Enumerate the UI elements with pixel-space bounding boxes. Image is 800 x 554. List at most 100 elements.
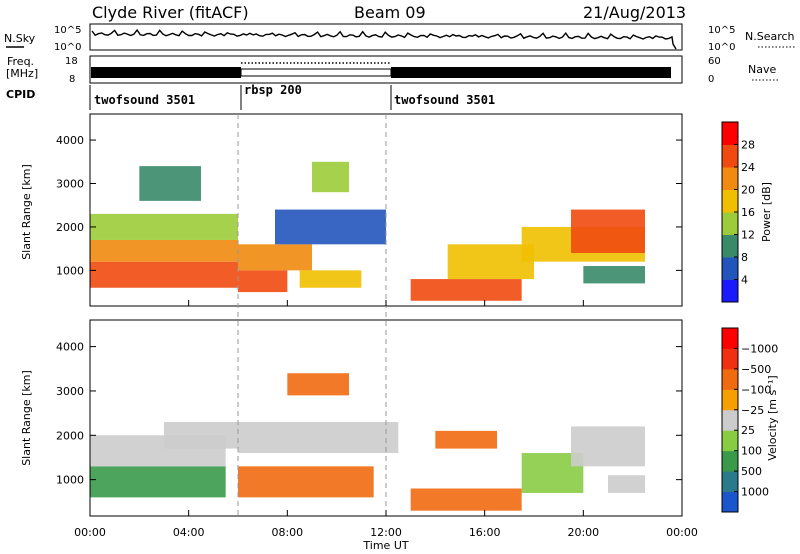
colorbar-swatch <box>722 122 738 145</box>
range-tick-label: 3000 <box>56 385 84 398</box>
freq-band-a <box>91 67 241 78</box>
scatter-band <box>238 270 288 293</box>
scatter-band <box>571 426 645 467</box>
colorbar-swatch <box>722 430 738 452</box>
colorbar-tick-label: 16 <box>741 206 755 219</box>
scatter-band <box>90 239 238 262</box>
colorbar-swatch <box>722 450 738 472</box>
scatter-band <box>447 244 534 280</box>
time-axis-label: Time UT <box>362 539 408 552</box>
noise-right-tick-top: 10^5 <box>708 25 735 36</box>
colorbar-tick-label: 28 <box>741 139 755 152</box>
noise-right-tick-bottom: 10^0 <box>708 42 735 53</box>
cpid-label: CPID <box>6 88 35 101</box>
colorbar-swatch <box>722 348 738 370</box>
time-tick-label: 16:00 <box>469 526 501 539</box>
colorbar-tick-label: 1000 <box>741 486 769 499</box>
freq-tick-bottom: 8 <box>69 74 75 85</box>
time-tick-label: 00:00 <box>666 526 698 539</box>
noise-left-tick-bottom: 10^0 <box>54 42 81 53</box>
range-tick-label: 3000 <box>56 178 84 191</box>
colorbar-tick-label: −1000 <box>741 342 778 355</box>
scatter-band <box>164 421 238 449</box>
range-tick-label: 2000 <box>56 221 84 234</box>
power-ylabel: Slant Range [km] <box>20 164 33 260</box>
colorbar-swatch <box>722 471 738 493</box>
noise-right-label: N.Search <box>745 30 795 43</box>
beam-title: Beam 09 <box>354 3 426 22</box>
freq-label-line2: [MHz] <box>6 67 38 80</box>
colorbar-tick-label: 20 <box>741 184 755 197</box>
scatter-band <box>90 261 238 288</box>
colorbar-tick-label: 24 <box>741 161 755 174</box>
colorbar-tick-label: 12 <box>741 229 755 242</box>
range-tick-label: 2000 <box>56 429 84 442</box>
colorbar-swatch <box>722 491 738 513</box>
noise-panel: N.Sky 10^5 10^0 10^5 10^0 N.Search <box>4 23 796 53</box>
date-title: 21/Aug/2013 <box>583 3 686 22</box>
colorbar-swatch <box>722 212 738 235</box>
time-tick-label: 04:00 <box>173 526 205 539</box>
noise-left-label: N.Sky <box>4 32 36 45</box>
nave-tick-top: 60 <box>708 56 721 67</box>
time-tick-label: 20:00 <box>567 526 599 539</box>
range-tick-label: 1000 <box>56 474 84 487</box>
colorbar-swatch <box>722 328 738 349</box>
colorbar-tick-label: 25 <box>741 424 755 437</box>
time-tick-label: 08:00 <box>271 526 303 539</box>
cpid-segment-3: twofsound 3501 <box>394 93 495 107</box>
colorbar-frame <box>721 327 739 513</box>
colorbar-swatch <box>722 409 738 431</box>
power-colorbar-label: Power [dB] <box>760 182 773 242</box>
range-tick-label: 1000 <box>56 264 84 277</box>
freq-label-line1: Freq. <box>7 55 34 68</box>
colorbar-tick-label: 4 <box>741 274 748 287</box>
scatter-band <box>608 475 645 493</box>
power-panel: 1000 2000 3000 4000 Slant Range [km] 4 8 12 16… <box>20 113 773 307</box>
colorbar-swatch <box>722 279 738 303</box>
velocity-colorbar-label: Velocity [m s⁻¹] <box>766 375 779 460</box>
colorbar-swatch <box>722 167 738 190</box>
nave-label: Nave <box>748 63 776 76</box>
colorbar-swatch <box>722 257 738 280</box>
scatter-band <box>299 270 362 288</box>
nave-tick-bottom: 0 <box>708 74 714 85</box>
noise-sky-trace <box>91 28 677 50</box>
cpid-segment-2: rbsp 200 <box>244 83 302 97</box>
colorbar-swatch <box>722 144 738 168</box>
scatter-band <box>90 466 226 498</box>
station-title: Clyde River (fitACF) <box>92 3 249 22</box>
scatter-band <box>90 213 238 240</box>
scatter-band <box>238 421 399 454</box>
colorbar-swatch <box>722 368 738 390</box>
scatter-band <box>275 209 386 245</box>
scatter-band <box>410 279 522 301</box>
cpid-segment-1: twofsound 3501 <box>94 93 195 107</box>
range-tick-label: 4000 <box>56 134 84 147</box>
scatter-band <box>435 430 497 449</box>
scatter-band <box>571 209 645 254</box>
freq-band-b <box>240 68 392 77</box>
scatter-band <box>312 161 349 193</box>
scatter-band <box>139 166 201 201</box>
frequency-panel: Freq. [MHz] 18 8 60 0 Nave <box>6 55 778 85</box>
colorbar-tick-label: −25 <box>741 404 764 417</box>
colorbar-swatch <box>722 234 738 258</box>
scatter-band <box>238 244 312 271</box>
scatter-band <box>583 266 645 284</box>
noise-left-tick-top: 10^5 <box>54 25 81 36</box>
colorbar-tick-label: 500 <box>741 465 762 478</box>
colorbar-tick-label: −500 <box>741 363 771 376</box>
colorbar-tick-label: 100 <box>741 445 762 458</box>
scatter-band <box>410 488 522 511</box>
colorbar-swatch <box>722 389 738 411</box>
colorbar-tick-label: 8 <box>741 251 748 264</box>
velocity-ylabel: Slant Range [km] <box>20 370 33 466</box>
scatter-band <box>287 373 349 396</box>
colorbar-swatch <box>722 189 738 213</box>
scatter-band <box>238 466 374 498</box>
velocity-panel: 1000 2000 3000 4000 Slant Range [km] 1000 50… <box>20 319 779 517</box>
freq-band-c <box>391 67 671 78</box>
colorbar-tick-label: −100 <box>741 383 771 396</box>
